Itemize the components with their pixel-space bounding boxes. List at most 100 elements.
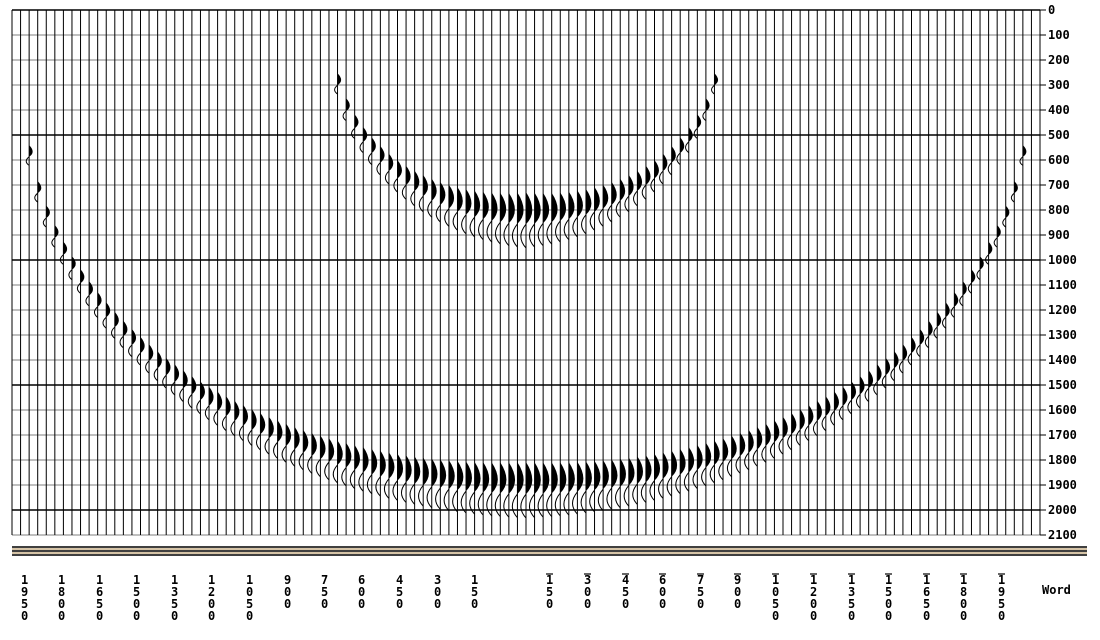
wiggle-lobe: [46, 205, 50, 218]
wiggle-swing: [864, 387, 870, 403]
wiggle-swing: [804, 425, 810, 442]
wiggle-lobe: [671, 450, 678, 477]
wiggle-lobe: [808, 405, 814, 426]
wiggle-lobe: [466, 461, 472, 492]
wiggle-lobe: [603, 460, 609, 490]
x-tick-digit: 0: [321, 597, 328, 611]
y-tick-label: 2000: [1048, 503, 1077, 517]
x-tick-digit: 5: [998, 597, 1005, 611]
wiggle-lobe: [637, 170, 643, 191]
wiggle-swing: [976, 269, 981, 281]
x-tick-digit: 1: [848, 573, 855, 587]
wiggle-lobe: [37, 181, 42, 194]
wiggle-lobe: [860, 375, 865, 395]
wiggle-lobe: [491, 192, 498, 221]
wiggle-lobe: [388, 452, 395, 479]
x-tick-label: 1800: [58, 573, 65, 623]
wiggle-swing: [375, 476, 381, 497]
wiggle-swing: [537, 222, 544, 247]
wiggle-swing: [383, 478, 390, 499]
wiggle-lobe: [63, 241, 68, 255]
wiggle-lobe: [594, 187, 600, 212]
x-tick-digit: 0: [960, 609, 967, 623]
y-tick-label: 500: [1048, 128, 1070, 142]
wiggle-swing: [873, 381, 878, 396]
wiggle-lobe: [114, 311, 119, 328]
x-tick-digit: 0: [171, 609, 178, 623]
x-tick-digit: 9: [998, 585, 1005, 599]
wiggle-lobe: [740, 432, 746, 457]
wiggle-lobe: [714, 440, 720, 465]
wiggle-lobe: [628, 457, 635, 486]
wiggle-lobe: [568, 191, 575, 220]
wiggle-swing: [933, 326, 938, 339]
wiggle-lobe: [269, 416, 274, 439]
wiggle-lobe: [577, 461, 584, 492]
x-tick-digit: 2: [208, 585, 215, 599]
x-tick-digit: 0: [471, 597, 478, 611]
wiggle-lobe: [543, 462, 550, 494]
wiggle-swing: [641, 184, 647, 200]
wiggle-lobe: [663, 452, 669, 479]
wiggle-swing: [418, 195, 424, 213]
wiggle-lobe: [834, 391, 839, 412]
wiggle-lobe: [928, 320, 933, 337]
wiggle-lobe: [962, 281, 967, 296]
wiggle-swing: [469, 216, 475, 238]
wiggle-swing: [830, 410, 835, 426]
wiggle-swing: [899, 360, 904, 374]
wiggle-swing: [683, 472, 690, 492]
y-tick-label: 2100: [1048, 528, 1077, 542]
x-tick-digit: 0: [848, 609, 855, 623]
wiggle-lobe: [346, 442, 352, 468]
x-tick-digit: 3: [434, 573, 441, 587]
wiggle-swing: [452, 211, 458, 231]
wiggle-swing: [494, 493, 501, 517]
wiggle-swing: [546, 493, 553, 517]
offset-axis: 1950180016501500135012001050900750600450…: [21, 573, 1005, 623]
wiggle-swing: [255, 433, 261, 451]
wiggle-swing: [537, 493, 544, 518]
wiggle-lobe: [543, 192, 550, 224]
wiggle-swing: [51, 237, 56, 248]
wiggle-swing: [366, 474, 373, 495]
y-tick-label: 800: [1048, 203, 1070, 217]
y-tick-label: 200: [1048, 53, 1070, 67]
wiggle-swing: [230, 420, 236, 437]
wiggle-lobe: [954, 292, 959, 307]
wiggle-lobe: [508, 192, 515, 224]
wiggle-lobe: [174, 364, 180, 382]
wiggle-lobe: [483, 191, 489, 220]
wiggle-lobe: [149, 344, 154, 361]
x-tick-digit: 0: [21, 609, 28, 623]
wiggle-swing: [511, 223, 518, 248]
x-tick-digit: 0: [434, 585, 441, 599]
wiggle-swing: [324, 461, 330, 481]
wiggle-lobe: [97, 292, 102, 307]
wiggle-swing: [598, 208, 604, 227]
wiggle-lobe: [431, 178, 437, 201]
wiggle-swing: [950, 306, 955, 318]
wiggle-swing: [744, 452, 750, 471]
x-tick-digit: 0: [358, 597, 365, 611]
x-tick-digit: 0: [546, 597, 553, 611]
wiggle-lobe: [774, 420, 780, 443]
wiggle-swing: [221, 415, 227, 432]
x-tick-digit: 0: [58, 597, 65, 611]
x-tick-digit: 0: [885, 609, 892, 623]
wiggle-swing: [359, 141, 364, 154]
time-gridlines: [12, 9, 1040, 536]
x-tick-digit: 1: [960, 573, 967, 587]
x-tick-digit: 5: [923, 597, 930, 611]
wiggle-lobe: [311, 432, 317, 457]
x-tick-digit: 5: [848, 597, 855, 611]
trace-group: [11, 10, 1041, 535]
x-tick-digit: 0: [584, 585, 591, 599]
wiggle-swing: [847, 399, 852, 415]
wiggle-swing: [795, 429, 801, 446]
wiggle-swing: [554, 492, 561, 517]
wiggle-swing: [119, 335, 124, 349]
